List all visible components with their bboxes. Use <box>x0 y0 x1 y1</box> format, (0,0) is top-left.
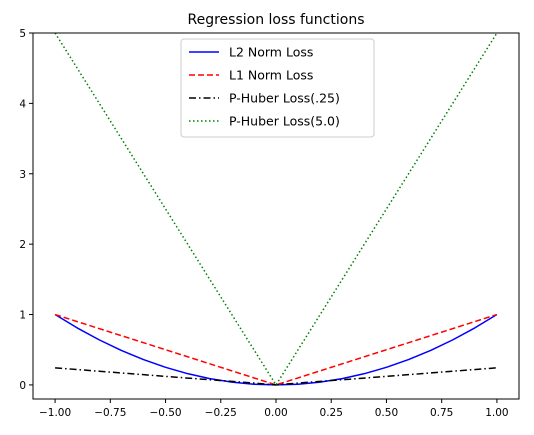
x-tick-label: −0.50 <box>149 407 181 419</box>
y-axis: 0 1 2 3 4 5 <box>19 28 33 392</box>
y-tick-label: 2 <box>19 239 26 251</box>
y-tick-label: 4 <box>19 98 26 110</box>
y-tick-label: 3 <box>19 169 26 181</box>
series-p-huber-loss-5-0-line <box>54 33 498 386</box>
x-tick-label: 0.75 <box>430 407 453 419</box>
legend-label: P-Huber Loss(.25) <box>229 91 340 106</box>
legend-label: P-Huber Loss(5.0) <box>229 114 340 129</box>
x-tick-label: −1.00 <box>39 407 71 419</box>
x-axis: −1.00 −0.75 −0.50 −0.25 0.00 0.25 0.50 0.75 1.00 <box>39 399 509 419</box>
legend: L2 Norm Loss L1 Norm Loss P-Huber Loss(.25… <box>180 38 375 138</box>
x-tick-label: 0.50 <box>375 407 398 419</box>
y-tick-label: 1 <box>19 310 26 322</box>
legend-box <box>180 38 375 138</box>
y-tick-label: 5 <box>19 28 26 40</box>
x-tick-label: −0.25 <box>205 407 237 419</box>
y-tick-label: 0 <box>19 380 26 392</box>
series-l1-norm-loss-line <box>54 313 498 386</box>
legend-label: L1 Norm Loss <box>229 68 313 83</box>
series-layer <box>54 33 498 386</box>
legend-label: L2 Norm Loss <box>229 45 313 60</box>
chart-title: Regression loss functions <box>187 12 364 28</box>
x-tick-label: 0.00 <box>264 407 287 419</box>
series-p-huber-loss-25-line <box>55 367 497 386</box>
x-tick-label: 0.25 <box>320 407 343 419</box>
series-l2-norm-loss-line <box>54 313 498 386</box>
x-tick-label: 1.00 <box>485 407 508 419</box>
x-tick-label: −0.75 <box>94 407 126 419</box>
